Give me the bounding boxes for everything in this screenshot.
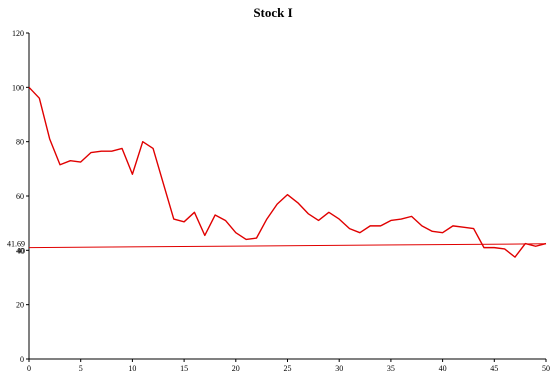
x-ticks: 0 5 10 15 20 25 30 35 40 45 50: [27, 359, 550, 373]
x-tick-label: 20: [232, 364, 240, 373]
x-tick-label: 0: [27, 364, 31, 373]
annotation-label: 41.69: [7, 240, 25, 249]
series-line-trend: [28, 243, 547, 249]
x-tick-label: 5: [79, 364, 83, 373]
y-tick-label: 100: [12, 83, 24, 92]
x-tick-label: 40: [439, 364, 447, 373]
y-tick-label: 20: [16, 301, 24, 310]
series-layer: [28, 86, 547, 258]
x-tick-label: 50: [542, 364, 550, 373]
y-tick-label: 60: [16, 192, 24, 201]
y-ticks: 0 20 40 60 80 100 120: [12, 29, 29, 364]
y-tick-label: 80: [16, 138, 24, 147]
x-tick-label: 15: [180, 364, 188, 373]
chart-title: Stock I: [253, 5, 292, 20]
series-line-price: [28, 86, 547, 258]
x-tick-label: 30: [335, 364, 343, 373]
x-tick-label: 35: [387, 364, 395, 373]
axes: [28, 33, 546, 360]
x-tick-label: 10: [128, 364, 136, 373]
x-tick-label: 45: [490, 364, 498, 373]
x-tick-label: 25: [284, 364, 292, 373]
y-tick-label: 0: [20, 355, 24, 364]
y-tick-label: 120: [12, 29, 24, 38]
annotation-label: 40: [17, 247, 25, 256]
y-tick-label: 40: [16, 246, 24, 255]
